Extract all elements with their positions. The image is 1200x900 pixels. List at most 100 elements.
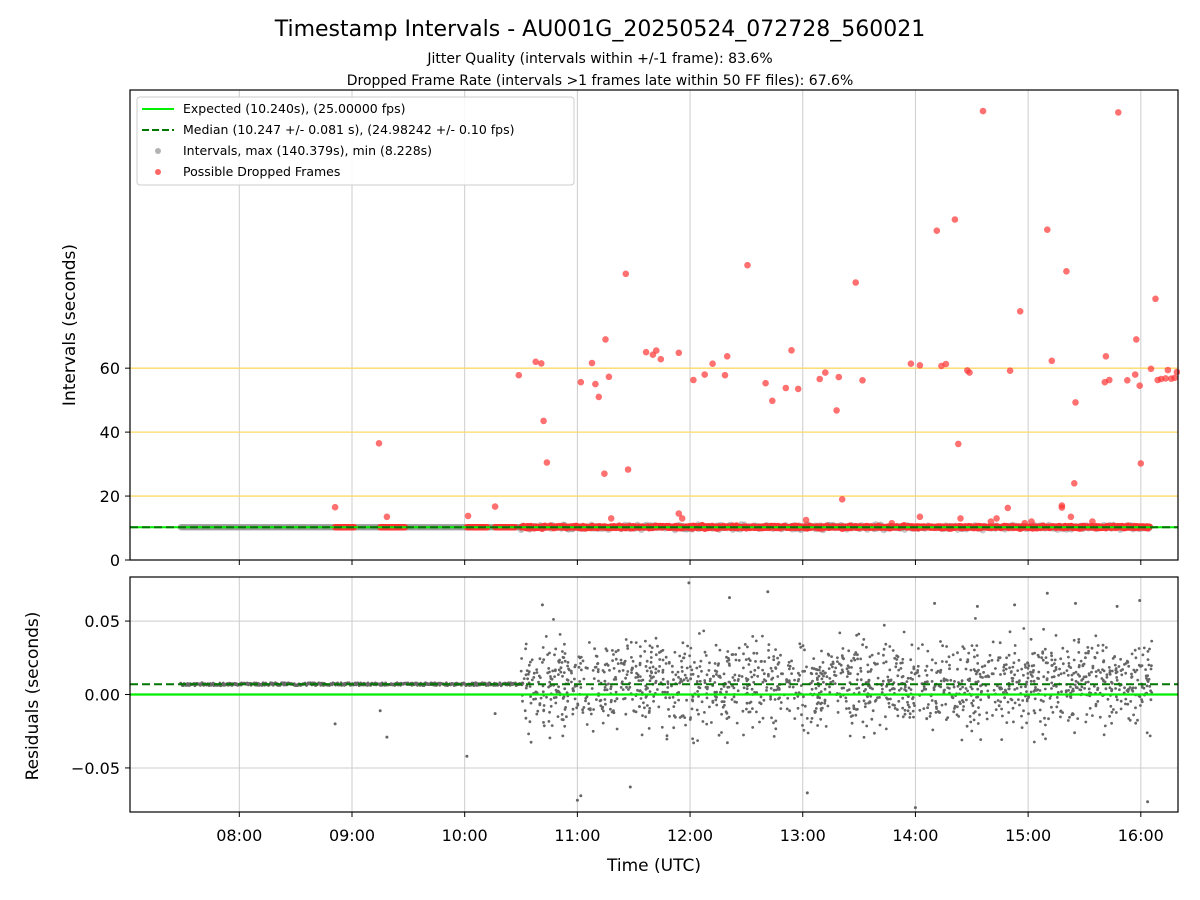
residual-point [1124,697,1128,701]
residual-point [945,645,948,648]
residual-point [664,655,668,659]
residuals-x-ticks: 08:00 09:00 10:00 11:00 12:00 13:00 14:00 15:00… [216,812,1164,845]
residual-point [546,671,550,675]
dropped-frame-point [1072,399,1079,406]
residual-point [1082,675,1086,679]
residual-point [577,655,581,659]
residual-point [587,702,591,705]
residual-point [1146,650,1150,653]
residual-point [744,658,748,661]
dropped-frame-point [595,393,603,401]
residual-point [1068,715,1071,719]
residual-point [1026,661,1029,665]
dropped-frame-point [1106,376,1113,384]
residual-point [696,675,700,678]
residual-point [556,715,560,718]
residual-point [1029,679,1033,683]
residual-point [763,660,767,663]
residual-point [976,687,980,691]
dropped-frame-point [1028,518,1035,525]
residual-point [1020,726,1024,729]
dropped-frame-point [1173,368,1181,376]
residual-point [519,669,523,673]
residual-point [828,685,831,689]
residual-point [766,590,770,594]
residual-point [1086,646,1090,649]
residual-point [862,735,866,739]
residual-point [1080,685,1084,689]
residual-point [641,678,645,682]
residual-point [767,649,770,652]
residual-point [1035,689,1038,692]
residual-point [1048,696,1052,700]
residual-point [1015,687,1019,690]
residual-point [1055,685,1058,688]
residual-point [838,662,841,666]
residual-point [1149,698,1153,702]
residual-point [1150,639,1154,643]
residual-point [1015,680,1019,684]
residual-point [862,699,866,703]
residual-point [1050,681,1054,685]
residual-point [559,666,563,670]
residual-point [524,686,528,690]
residual-point [535,668,539,671]
residual-point [1134,656,1138,660]
dropped-frame-point [675,349,683,357]
residual-point [1013,651,1017,655]
residual-point [612,711,616,715]
residual-point [654,636,658,640]
residual-point [742,666,745,670]
residual-point [991,714,994,717]
dropped-frame-point [1067,513,1075,521]
residual-point [999,700,1002,704]
residual-point [920,689,924,693]
residual-point [580,668,583,672]
residual-point [1074,601,1077,605]
x-tick-label: 15:00 [1005,826,1051,845]
residual-point [649,656,653,659]
residual-point [1088,673,1091,677]
dropped-frame-point [762,379,769,387]
residual-point [778,696,781,700]
dropped-frame-point [1152,295,1159,303]
residual-point [774,648,777,651]
residual-point [671,695,675,699]
residual-point [852,704,856,708]
residual-point [1084,651,1088,655]
residual-point [1037,655,1041,659]
residual-point [939,640,942,643]
residual-point [715,673,718,676]
residual-point [895,658,899,661]
residual-point [1098,715,1102,719]
residual-point [828,691,832,694]
residual-point [979,675,982,679]
residual-point [1004,667,1008,671]
residual-point [982,671,985,674]
residual-point [1072,658,1076,662]
residual-point [751,707,754,710]
residual-point [1041,732,1045,736]
residual-point [1102,660,1106,664]
residual-point [609,687,613,691]
residual-point [930,658,934,662]
residual-point [602,709,605,713]
residual-point [530,678,534,682]
residual-point [688,718,692,721]
residual-point [787,660,791,664]
residual-point [584,699,587,703]
residual-point [705,722,709,726]
residual-point [823,698,827,702]
dropped-frame-point [464,512,472,520]
residual-point [798,642,802,646]
residual-point [581,711,585,714]
intervals-plot-frame [129,89,1179,561]
residual-point [1119,699,1123,703]
residual-point [776,675,780,678]
residual-point [1024,685,1027,689]
dropped-frame-point [601,470,608,478]
residual-point [772,721,775,725]
residual-point [546,653,549,656]
residual-point [564,706,567,709]
residual-point [912,667,916,671]
